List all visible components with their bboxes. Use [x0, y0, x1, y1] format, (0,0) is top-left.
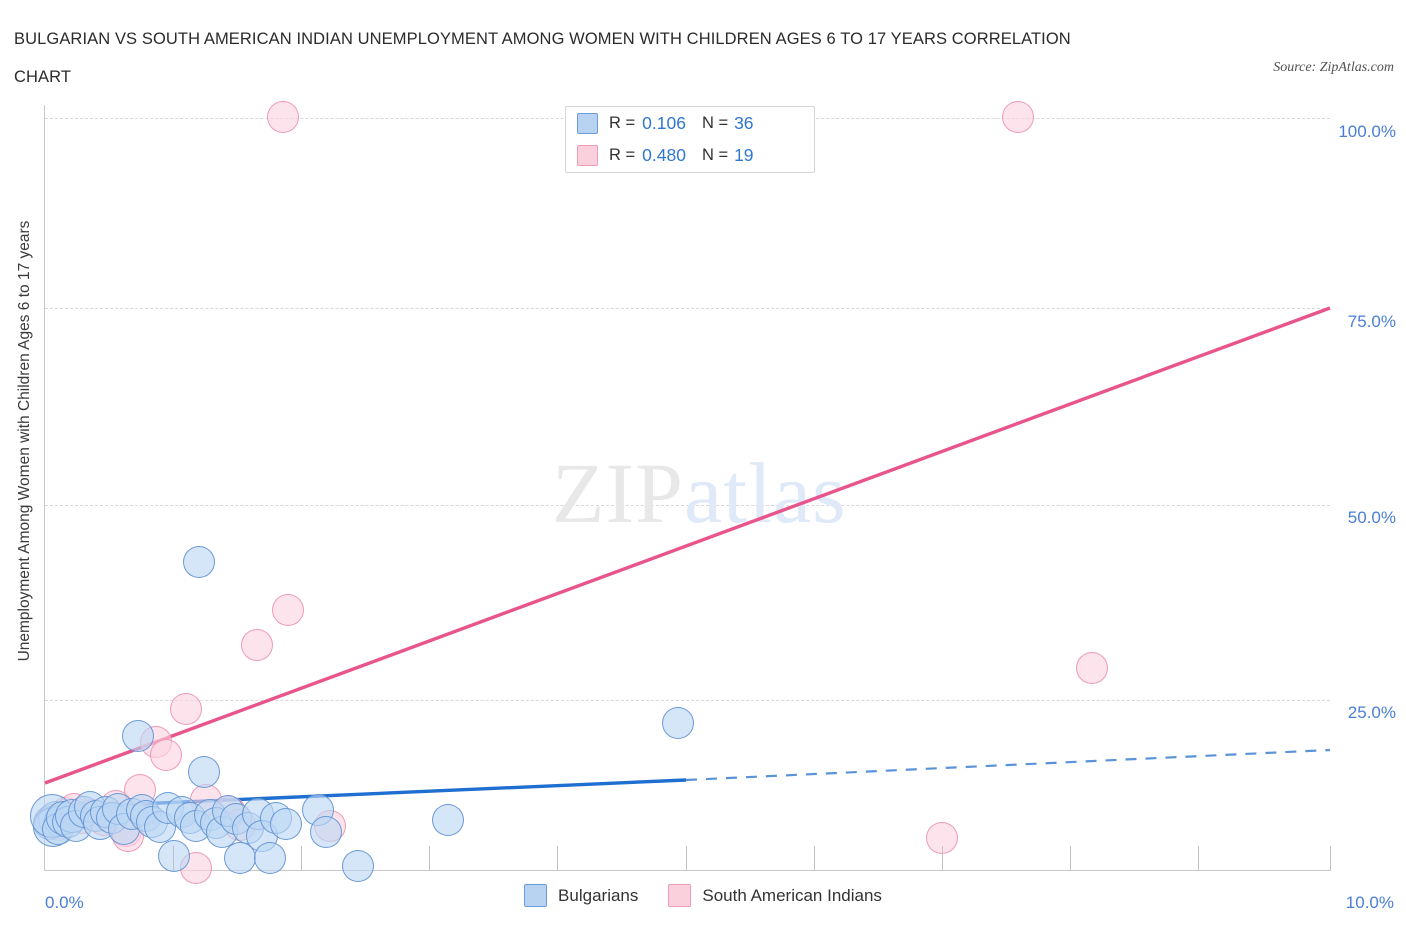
x-tick-mark [1198, 846, 1199, 870]
trendline-bulgarians-dashed [685, 748, 1331, 782]
gridline-50 [45, 505, 1330, 506]
trendlines [44, 306, 1331, 810]
legend-item-south-american-indians[interactable]: South American Indians [668, 884, 882, 907]
legend-label-bulgarians: Bulgarians [558, 885, 639, 905]
x-tick-label-max: 10.0% [1345, 893, 1394, 912]
x-tick-mark [557, 846, 558, 870]
x-tick-mark [686, 846, 687, 870]
stats-swatch-south-american-indians [577, 144, 598, 166]
x-tick-mark [1070, 846, 1071, 870]
data-point-south-american-indians[interactable] [150, 739, 182, 771]
data-point-bulgarians[interactable] [270, 808, 302, 840]
x-tick-mark [814, 846, 815, 870]
stats-r-value-bulgarians: 0.106 [642, 112, 686, 133]
data-point-south-american-indians[interactable] [272, 594, 304, 626]
stats-n-value-bulgarians: 36 [734, 112, 754, 133]
zipatlas-watermark: ZIPatlas [552, 443, 847, 543]
source-label: Source: ZipAtlas.com [1273, 60, 1394, 75]
legend-swatch-south-american-indians [668, 884, 692, 907]
legend-label-south-american-indians: South American Indians [702, 885, 882, 905]
gridline-75 [45, 308, 1330, 309]
data-point-bulgarians[interactable] [432, 804, 464, 836]
y-tick-label-100: 100.0% [1338, 122, 1396, 141]
stats-r-label: R = [609, 145, 636, 164]
data-point-bulgarians[interactable] [254, 842, 286, 874]
y-tick-label-75: 75.0% [1347, 312, 1396, 331]
x-tick-mark [1330, 846, 1331, 870]
data-point-south-american-indians[interactable] [1076, 652, 1108, 684]
legend-item-bulgarians[interactable]: Bulgarians [524, 884, 638, 907]
y-axis-title: Unemployment Among Women with Children A… [16, 220, 33, 662]
stats-row-bulgarians: R = 0.106 N = 36 [566, 107, 814, 139]
x-axis-line [44, 870, 1331, 871]
data-point-bulgarians[interactable] [122, 720, 154, 752]
data-point-south-american-indians[interactable] [267, 101, 299, 133]
stats-row-south-american-indians: R = 0.480 N = 19 [566, 139, 814, 171]
x-tick-label-min: 0.0% [45, 893, 84, 912]
data-point-bulgarians[interactable] [342, 850, 374, 882]
x-tick-mark [301, 846, 302, 870]
stats-n-label: N = [701, 145, 729, 164]
stats-n-label: N = [701, 113, 729, 132]
data-point-south-american-indians[interactable] [170, 693, 202, 725]
gridline-25 [45, 700, 1330, 701]
plot-area: ZIPatlas [30, 101, 1331, 884]
x-tick-mark [429, 846, 430, 870]
data-point-bulgarians[interactable] [188, 756, 220, 788]
page-title: BULGARIAN VS SOUTH AMERICAN INDIAN UNEMP… [14, 30, 1071, 86]
correlation-stats-box: R = 0.106 N = 36 R = 0.480 N = 19 [565, 106, 815, 173]
stats-swatch-bulgarians [577, 112, 598, 134]
watermark-atlas: atlas [684, 445, 847, 541]
data-point-bulgarians[interactable] [310, 816, 342, 848]
data-point-bulgarians[interactable] [183, 546, 215, 578]
legend-swatch-bulgarians [524, 884, 548, 907]
data-point-south-american-indians[interactable] [1002, 101, 1034, 133]
data-point-south-american-indians[interactable] [241, 629, 273, 661]
y-tick-label-50: 50.0% [1347, 508, 1396, 527]
stats-n-value-south-american-indians: 19 [734, 144, 754, 165]
x-tick-mark [942, 846, 943, 870]
watermark-zip: ZIP [552, 445, 684, 541]
y-tick-label-25: 25.0% [1347, 703, 1396, 722]
data-point-bulgarians[interactable] [662, 707, 694, 739]
chart-legend: Bulgarians South American Indians [0, 884, 1406, 907]
stats-r-label: R = [609, 113, 636, 132]
stats-r-value-south-american-indians: 0.480 [642, 144, 686, 165]
data-point-bulgarians[interactable] [158, 840, 190, 872]
x-tick-mark [173, 846, 174, 870]
